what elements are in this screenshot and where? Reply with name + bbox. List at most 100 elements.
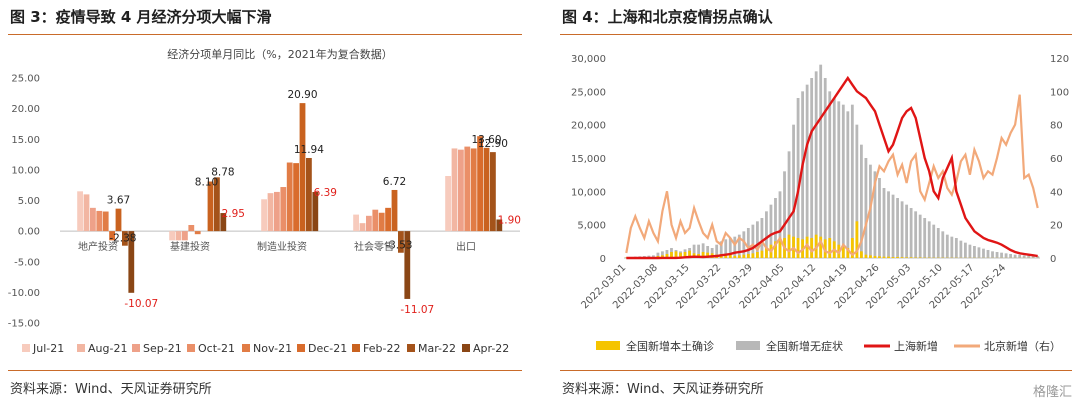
bar [378,212,385,232]
asymptomatic-bar [701,243,705,258]
asymptomatic-bar [950,236,954,258]
y-tick-label: 0.00 [18,227,40,238]
left-y-tick-label: 30,000 [571,54,606,65]
asymptomatic-bar [918,214,922,258]
confirmed-bar [891,257,895,258]
asymptomatic-bar [891,194,895,258]
asymptomatic-bar [1031,256,1035,258]
right-y-tick-label: 80 [1050,121,1063,132]
confirmed-bar [796,238,800,258]
title-rule [8,34,522,35]
bar [286,162,293,232]
bar [483,147,490,232]
confirmed-bar [661,255,664,258]
asymptomatic-bar [697,244,701,258]
category-label: 制造业投资 [257,240,307,253]
legend-swatch [22,344,30,352]
y-tick-label: -5.00 [14,257,40,268]
data-label: 12.90 [478,138,508,150]
legend-swatch [407,344,415,352]
right-y-tick-label: 0 [1050,254,1056,265]
left-y-tick-label: 15,000 [571,154,606,165]
asymptomatic-bar [841,104,845,259]
asymptomatic-bar [706,246,710,258]
asymptomatic-bar [783,171,786,258]
shanghai-line [626,75,1038,260]
bar-series-group [624,64,1040,259]
bar [306,157,312,232]
data-label: 1.90 [498,214,521,226]
asymptomatic-bar [1036,256,1040,258]
confirmed-bar [665,254,669,258]
right-y-tick-label: 20 [1050,221,1063,232]
category-label: 社会零售 [354,240,394,253]
asymptomatic-bar [715,244,719,258]
asymptomatic-bar [692,244,696,258]
asymptomatic-bar [973,246,976,258]
asymptomatic-bar [724,239,728,258]
y-tick-label: 15.00 [11,135,40,146]
bar [267,193,274,232]
confirmed-bar [914,257,918,258]
left-y-tick-label: 10,000 [571,187,606,198]
left-y-tick-label: 20,000 [571,121,606,132]
legend-swatch [132,344,140,352]
right-y-tick-label: 40 [1050,187,1063,198]
data-label: -10.07 [124,298,158,310]
confirmed-bar [728,254,732,258]
bar [372,209,379,232]
bar [299,103,306,232]
asymptomatic-bar [746,228,750,258]
asymptomatic-bar [1027,255,1031,258]
category-labels: 地产投资 基建投资 制造业投资 社会零售 出口 [78,240,476,253]
asymptomatic-bar [905,204,909,258]
asymptomatic-bar [832,98,836,258]
asymptomatic-bar [792,124,795,259]
asymptomatic-bar [769,204,773,258]
left-y-tick-label: 0 [600,254,606,265]
right-y-tick-label: 120 [1050,54,1069,65]
bar-series-group [77,103,503,299]
title-rule [560,34,1072,35]
asymptomatic-bar [896,198,899,258]
bar [366,215,372,232]
confirmed-bar [760,250,764,258]
asymptomatic-bar [968,244,972,258]
asymptomatic-bar [801,91,805,258]
bar [122,231,128,246]
asymptomatic-bar [733,236,737,258]
confirmed-bar [701,252,705,258]
asymptomatic-bar [1009,254,1013,258]
figure-4-title: 图 4：上海和北京疫情拐点确认 [562,8,773,26]
bar [451,148,458,232]
left-y-tick-label: 25,000 [571,87,606,98]
asymptomatic-bar [828,91,832,258]
bar [353,214,359,232]
asymptomatic-bar [774,198,777,258]
asymptomatic-bar [864,158,868,258]
beijing-line [625,94,1039,257]
asymptomatic-bar [878,178,881,258]
legend-label: 全国新增本土确诊 [626,339,714,353]
data-label: 3.67 [107,195,130,207]
bar [398,231,404,253]
confirmed-bar [706,252,710,258]
data-labels: 3.67 -2.38 -10.07 8.108.78 2.95 20.90 11.94 6.3… [107,89,521,316]
bar [464,146,471,232]
asymptomatic-bar [810,78,814,258]
panel-right: 图 4：上海和北京疫情拐点确认 30,000 25,000 20,000 15,000… [552,0,1080,408]
bar [182,231,188,241]
left-y-tick-label: 5,000 [577,221,606,232]
confirmed-bar [905,257,909,258]
right-y-tick-label: 100 [1050,87,1069,98]
asymptomatic-bar [1000,252,1003,258]
asymptomatic-bar [805,84,809,259]
asymptomatic-bar [850,104,854,259]
bar [293,163,299,232]
legend-swatch [242,344,250,352]
legend-swatch [352,344,360,352]
confirmed-bar [765,248,768,258]
confirmed-bar [778,239,782,258]
asymptomatic-bar [986,250,990,258]
bar [128,231,135,293]
